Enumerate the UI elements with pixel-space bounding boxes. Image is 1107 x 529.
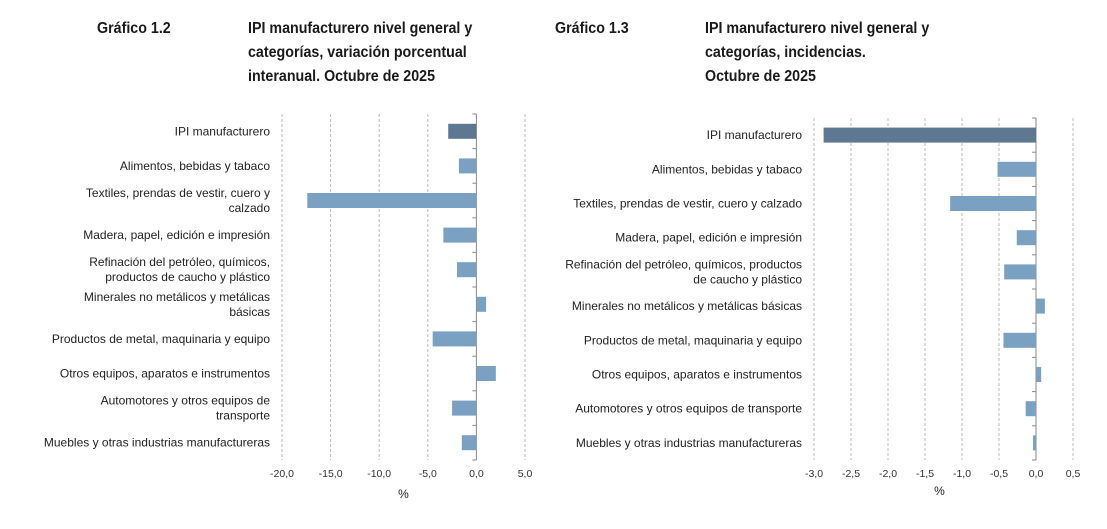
bar <box>476 296 487 312</box>
category-label: Automotores y otros equipos de <box>101 394 271 408</box>
category-label: Refinación del petróleo, químicos, produ… <box>565 257 802 271</box>
bar <box>448 123 477 139</box>
category-label: Textiles, prendas de vestir, cuero y cal… <box>573 197 802 211</box>
x-tick-label: -2,0 <box>879 468 897 480</box>
chart1-title-line: interanual. Octubre de 2025 <box>248 68 436 85</box>
bar <box>456 262 477 278</box>
bar <box>1036 367 1042 382</box>
x-tick-label: -3,0 <box>805 468 823 480</box>
chart1-title-line: IPI manufacturero nivel general y <box>248 20 473 37</box>
chart2-title-line: IPI manufacturero nivel general y <box>705 20 930 37</box>
category-label: de caucho y plástico <box>693 272 802 286</box>
x-tick-label: 0,0 <box>1029 468 1044 480</box>
chart2: -3,0 -2,5 -2,0 -1,5 -1,0 -0,5 0,0 0,5 IPI manufa… <box>565 117 1081 498</box>
bar <box>476 366 496 381</box>
category-label: Madera, papel, edición e impresión <box>615 231 802 245</box>
chart2-title-line: categorías, incidencias. <box>705 44 866 61</box>
x-tick-label: -2,5 <box>842 468 860 480</box>
category-label: Muebles y otras industrias manufacturera… <box>44 436 270 450</box>
category-label: calzado <box>229 201 271 215</box>
category-label: Minerales no metálicos y metálicas básic… <box>572 299 802 313</box>
category-label: Productos de metal, maquinaria y equipo <box>584 333 802 347</box>
bar <box>950 196 1036 211</box>
x-tick-label: 0,5 <box>1066 468 1081 480</box>
category-label: Minerales no metálicos y metálicas <box>84 290 270 304</box>
bar <box>1003 332 1036 348</box>
bar <box>1004 264 1036 280</box>
category-label: Alimentos, bebidas y tabaco <box>120 159 270 173</box>
bar <box>823 127 1036 143</box>
x-tick-label: -10,0 <box>367 468 391 480</box>
category-label: Automotores y otros equipos de transport… <box>575 402 802 416</box>
bar <box>458 158 477 174</box>
chart2-title-line: Octubre de 2025 <box>705 68 816 85</box>
x-tick-label: -15,0 <box>319 468 343 480</box>
chart1-number: Gráfico 1.2 <box>97 20 171 37</box>
bar <box>1036 298 1045 314</box>
bar <box>1033 435 1036 451</box>
category-label: Textiles, prendas de vestir, cuero y <box>86 186 270 200</box>
x-tick-label: 5,0 <box>518 468 533 480</box>
x-axis-label: % <box>398 487 409 501</box>
category-label: básicas <box>229 305 270 319</box>
category-label: Muebles y otras industrias manufacturera… <box>576 436 802 450</box>
category-label: Productos de metal, maquinaria y equipo <box>52 332 270 346</box>
chart1: -20,0 -15,0 -10,0 -5,0 0,0 5,0 IPI manufacture… <box>44 113 533 501</box>
category-label: Madera, papel, edición e impresión <box>83 228 270 242</box>
chart1-title-line: categorías, variación porcentual <box>248 44 467 61</box>
x-tick-label: -1,0 <box>953 468 971 480</box>
chart1-title: IPI manufacturero nivel general y catego… <box>248 17 472 89</box>
bar <box>452 400 477 416</box>
category-label: Otros equipos, aparatos e instrumentos <box>60 367 270 381</box>
bar <box>1016 230 1036 246</box>
x-axis-label: % <box>934 484 945 498</box>
bar <box>443 227 477 243</box>
category-label: IPI manufacturero <box>175 124 271 138</box>
category-label: Otros equipos, aparatos e instrumentos <box>592 368 802 382</box>
category-label: Refinación del petróleo, químicos, <box>89 255 270 269</box>
x-tick-label: 0,0 <box>469 468 484 480</box>
category-label: Alimentos, bebidas y tabaco <box>652 162 802 176</box>
chart2-title: IPI manufacturero nivel general y catego… <box>705 17 929 89</box>
x-tick-label: -0,5 <box>990 468 1008 480</box>
x-tick-label: -1,5 <box>916 468 934 480</box>
x-tick-label: -5,0 <box>419 468 437 480</box>
category-label: productos de caucho y plástico <box>105 270 270 284</box>
bar <box>432 331 477 347</box>
category-label: transporte <box>216 409 270 423</box>
bar <box>461 435 477 451</box>
bar <box>307 193 477 208</box>
bar <box>1025 401 1036 417</box>
bar <box>997 161 1036 177</box>
category-label: IPI manufacturero <box>707 128 803 142</box>
x-tick-label: -20,0 <box>270 468 294 480</box>
chart2-number: Gráfico 1.3 <box>555 20 629 37</box>
